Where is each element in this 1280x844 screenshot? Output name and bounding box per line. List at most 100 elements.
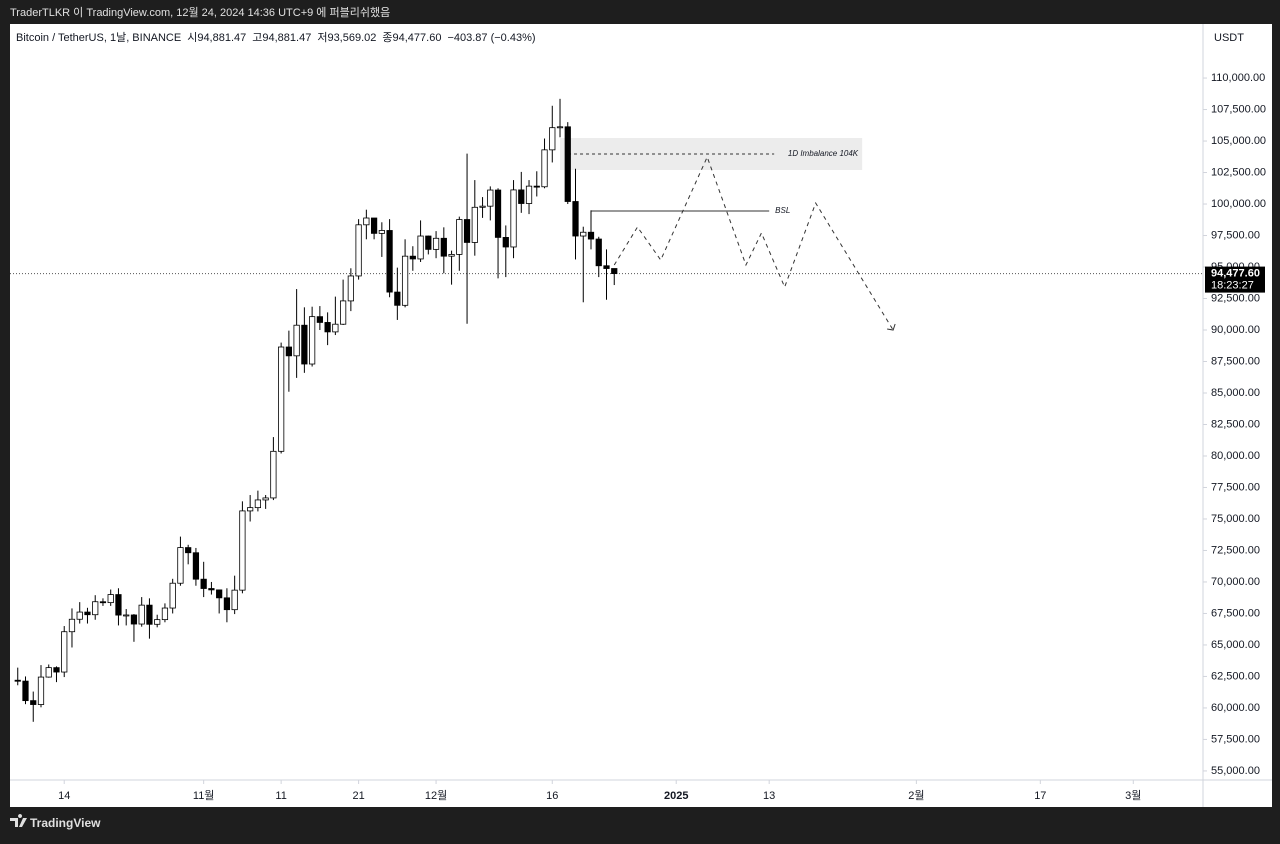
candle-body (463, 219, 471, 243)
candle-body (123, 614, 130, 617)
candle-body (401, 255, 409, 306)
y-tick-label: 105,000.00 (1211, 135, 1266, 147)
bsl-label: BSL (775, 206, 790, 215)
candle-body (564, 126, 571, 202)
x-tick-label: 12월 (425, 789, 447, 802)
candle-body (603, 265, 610, 269)
candle-body (285, 346, 292, 357)
candle-body (487, 189, 494, 207)
candle-body (22, 680, 29, 702)
candle-body (278, 346, 285, 452)
candle-body (99, 601, 107, 604)
countdown: 18:23:27 (1211, 280, 1254, 292)
candle-body (37, 676, 45, 705)
candle-body (386, 230, 393, 293)
y-tick-label: 87,500.00 (1211, 355, 1260, 367)
info-item: Bitcoin / TetherUS, 1날, BINANCE (16, 31, 181, 44)
candle-body (587, 231, 595, 240)
candle-body (169, 582, 176, 609)
candle-body (45, 667, 52, 678)
candle-body (316, 316, 323, 323)
candle-body (14, 679, 21, 682)
y-tick-label: 62,500.00 (1211, 670, 1260, 682)
y-tick-label: 57,500.00 (1211, 733, 1260, 745)
candle-body (301, 324, 308, 365)
last-price-box (1205, 266, 1265, 293)
candle-body (185, 547, 192, 554)
candle-body (231, 589, 238, 611)
brand-logo (10, 814, 27, 827)
info-item: 시94,881.47 (187, 32, 246, 44)
y-tick-label: 65,000.00 (1211, 639, 1260, 651)
candle-body (355, 224, 362, 277)
y-tick-label: 80,000.00 (1211, 450, 1260, 462)
x-tick-label: 11 (275, 790, 286, 802)
info-item: −403.87 (−0.43%) (447, 32, 535, 44)
candle-body (456, 219, 463, 255)
candle-body (332, 323, 339, 333)
candle-body (378, 230, 385, 234)
y-tick-label: 82,500.00 (1211, 418, 1260, 430)
candle-body (339, 300, 347, 325)
candle-body (200, 578, 207, 589)
last-price-label: 94,477.60 (1211, 268, 1260, 280)
y-tick-label: 55,000.00 (1211, 765, 1260, 777)
projection (613, 155, 894, 331)
y-tick-label: 70,000.00 (1211, 576, 1260, 588)
brand: TradingView (30, 816, 101, 830)
info-item: 저93,569.02 (317, 31, 376, 44)
candle-body (611, 268, 618, 274)
candle-body (154, 619, 161, 625)
candle-body (347, 275, 354, 302)
candle-body (440, 237, 447, 257)
x-tick-label: 16 (546, 790, 558, 802)
x-tick-label: 2025 (664, 790, 688, 802)
y-tick-label: 60,000.00 (1211, 702, 1260, 714)
candle-body (479, 205, 486, 208)
candle-body (247, 507, 254, 512)
candle-body (130, 614, 138, 625)
candle-body (146, 604, 153, 625)
candle-body (502, 237, 509, 248)
candle-body (76, 611, 83, 620)
imbalance-label: 1D Imbalance 104K (788, 149, 859, 158)
candle-body (223, 597, 231, 611)
projection-arrow (887, 323, 896, 331)
y-tick-label: 100,000.00 (1211, 198, 1266, 210)
info-item: 고94,881.47 (252, 32, 311, 44)
candle-body (324, 322, 331, 333)
y-tick-label: 97,500.00 (1211, 229, 1260, 241)
y-tick-label: 67,500.00 (1211, 607, 1260, 619)
x-tick-label: 2월 (908, 789, 924, 802)
candle-body (61, 631, 68, 673)
candle-body (494, 189, 502, 238)
candle-body (432, 237, 440, 250)
candle-body (107, 594, 114, 604)
y-tick-label: 72,500.00 (1211, 544, 1260, 556)
candle-body (471, 206, 478, 243)
y-tick-label: 110,000.00 (1211, 72, 1265, 84)
candle-body (30, 700, 37, 705)
candle-body (572, 201, 579, 237)
candle-body (216, 589, 223, 599)
candle-body (138, 604, 145, 625)
y-tick-label: 90,000.00 (1211, 324, 1260, 336)
y-tick-label: 102,500.00 (1211, 166, 1266, 178)
candle-body (425, 235, 432, 250)
candle-body (239, 510, 246, 591)
y-tick-label: 75,000.00 (1211, 513, 1260, 525)
candle-body (115, 594, 122, 616)
candle-body (254, 499, 262, 509)
candle-body (510, 189, 517, 248)
candle-body (262, 497, 269, 501)
y-tick-label: 85,000.00 (1211, 387, 1260, 399)
candle-body (409, 255, 416, 260)
y-tick-label: 77,500.00 (1211, 481, 1260, 493)
candle-body (533, 185, 540, 188)
candle-body (518, 189, 525, 204)
publisher: TraderTLKR 이 TradingView.com, 12월 24, 20… (10, 6, 390, 19)
info: Bitcoin / TetherUS, 1날, BINANCE 시94,881.4… (16, 31, 536, 44)
candle-body (549, 127, 556, 151)
